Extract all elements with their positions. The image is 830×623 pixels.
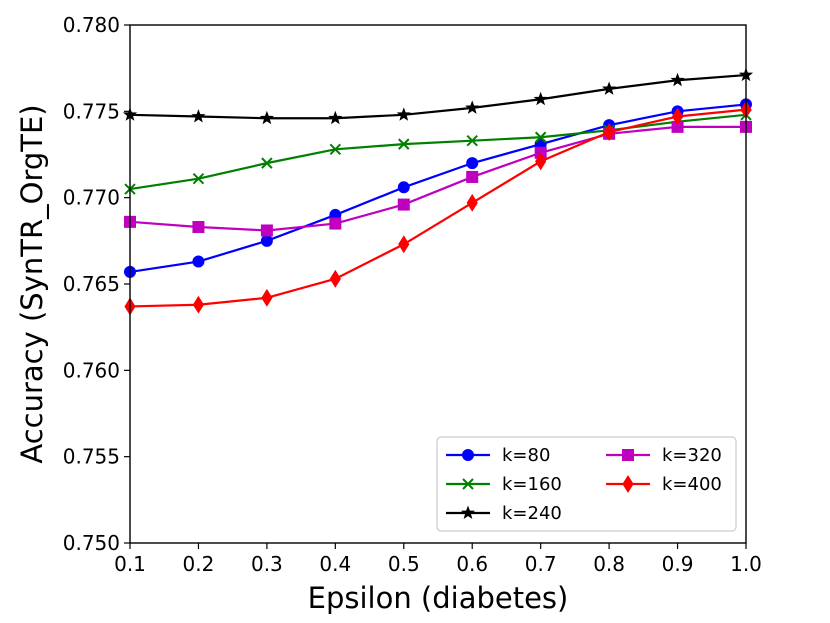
x-tick-label: 0.6 bbox=[456, 552, 488, 576]
legend-entry-k=320: k=320 bbox=[606, 445, 722, 466]
series-line-k=160 bbox=[129, 113, 747, 191]
data-point-k=240-7 bbox=[602, 81, 617, 95]
y-axis-title: Accuracy (SynTR_OrgTE) bbox=[15, 104, 49, 463]
series-line-k=400 bbox=[129, 108, 747, 308]
data-point-k=320-5 bbox=[466, 170, 479, 183]
legend-label: k=320 bbox=[662, 445, 722, 466]
legend-box bbox=[436, 436, 737, 532]
legend-marker bbox=[622, 475, 634, 493]
data-point-k=160-5 bbox=[466, 134, 478, 147]
legend-entry-k=160: k=160 bbox=[446, 474, 562, 495]
y-tick-label: 0.750 bbox=[63, 531, 120, 555]
x-tick-label: 0.5 bbox=[388, 552, 420, 576]
x-tick-label: 0.4 bbox=[319, 552, 351, 576]
y-tick-label: 0.770 bbox=[63, 186, 120, 210]
y-tick-label: 0.765 bbox=[63, 272, 120, 296]
legend-label: k=160 bbox=[502, 474, 562, 495]
data-point-k=80-4 bbox=[397, 181, 410, 194]
data-point-k=240-1 bbox=[191, 109, 206, 123]
data-point-k=320-2 bbox=[260, 224, 273, 237]
data-point-k=160-3 bbox=[329, 143, 342, 156]
legend-marker bbox=[460, 505, 476, 520]
x-tick-label: 0.9 bbox=[662, 552, 694, 576]
y-tick-label: 0.775 bbox=[63, 99, 120, 123]
data-point-k=400-7 bbox=[603, 123, 615, 141]
data-point-k=320-1 bbox=[192, 221, 205, 234]
x-axis-title: Epsilon (diabetes) bbox=[308, 581, 569, 615]
legend-entries: k=80 k=160 k=240 k=320 k=400 bbox=[446, 445, 722, 524]
data-point-k=80-1 bbox=[192, 255, 205, 268]
legend-marker bbox=[462, 478, 474, 490]
legend-label: k=240 bbox=[502, 503, 562, 524]
x-tick-label: 0.3 bbox=[251, 552, 283, 576]
legend-entry-k=240: k=240 bbox=[446, 503, 562, 524]
data-point-k=400-1 bbox=[192, 295, 205, 314]
data-point-k=160-1 bbox=[192, 172, 205, 185]
data-point-k=240-8 bbox=[670, 72, 685, 87]
legend-label: k=400 bbox=[662, 474, 722, 495]
x-axis: 0.1 0.2 0.3 0.4 0.5 0.6 0.7 0.8 0.9 1.0 bbox=[114, 543, 762, 576]
data-point-k=320-4 bbox=[397, 198, 410, 211]
data-point-k=240-6 bbox=[533, 91, 548, 106]
data-point-k=400-8 bbox=[671, 107, 684, 126]
data-point-k=400-4 bbox=[398, 235, 410, 254]
data-point-k=400-6 bbox=[535, 152, 547, 171]
data-point-k=240-4 bbox=[396, 107, 411, 121]
legend-marker bbox=[462, 449, 474, 461]
data-point-k=240-3 bbox=[328, 110, 343, 125]
data-point-k=240-2 bbox=[259, 110, 274, 125]
data-point-k=80-5 bbox=[466, 157, 479, 170]
series-layer bbox=[122, 67, 754, 316]
data-point-k=400-3 bbox=[329, 269, 341, 288]
data-point-k=400-5 bbox=[466, 193, 478, 212]
data-point-k=320-3 bbox=[329, 217, 342, 230]
data-point-k=160-2 bbox=[261, 157, 273, 169]
y-tick-label: 0.755 bbox=[63, 445, 120, 469]
series-line-k=80 bbox=[129, 103, 747, 273]
x-tick-label: 1.0 bbox=[730, 552, 762, 576]
x-tick-label: 0.2 bbox=[183, 552, 215, 576]
data-point-k=160-6 bbox=[534, 131, 547, 143]
legend-entry-k=400: k=400 bbox=[606, 474, 722, 495]
legend-marker bbox=[622, 449, 634, 461]
y-tick-label: 0.760 bbox=[63, 358, 120, 382]
legend: k=80 k=160 k=240 k=320 k=400 bbox=[436, 436, 737, 532]
series-line-k=320 bbox=[129, 125, 746, 232]
x-tick-label: 0.7 bbox=[525, 552, 557, 576]
y-axis: 0.750 0.755 0.760 0.765 0.770 0.775 0.780 bbox=[63, 13, 130, 555]
data-point-k=160-4 bbox=[398, 138, 410, 150]
x-tick-label: 0.1 bbox=[114, 552, 146, 576]
data-point-k=400-2 bbox=[261, 288, 273, 307]
data-point-k=80-2 bbox=[260, 234, 273, 247]
data-point-k=240-5 bbox=[465, 100, 480, 114]
series-line-k=240 bbox=[129, 73, 747, 120]
x-tick-label: 0.8 bbox=[593, 552, 625, 576]
y-tick-label: 0.780 bbox=[63, 13, 120, 37]
series-k=400 bbox=[124, 100, 752, 316]
legend-entry-k=80: k=80 bbox=[446, 445, 550, 466]
legend-label: k=80 bbox=[502, 445, 550, 466]
